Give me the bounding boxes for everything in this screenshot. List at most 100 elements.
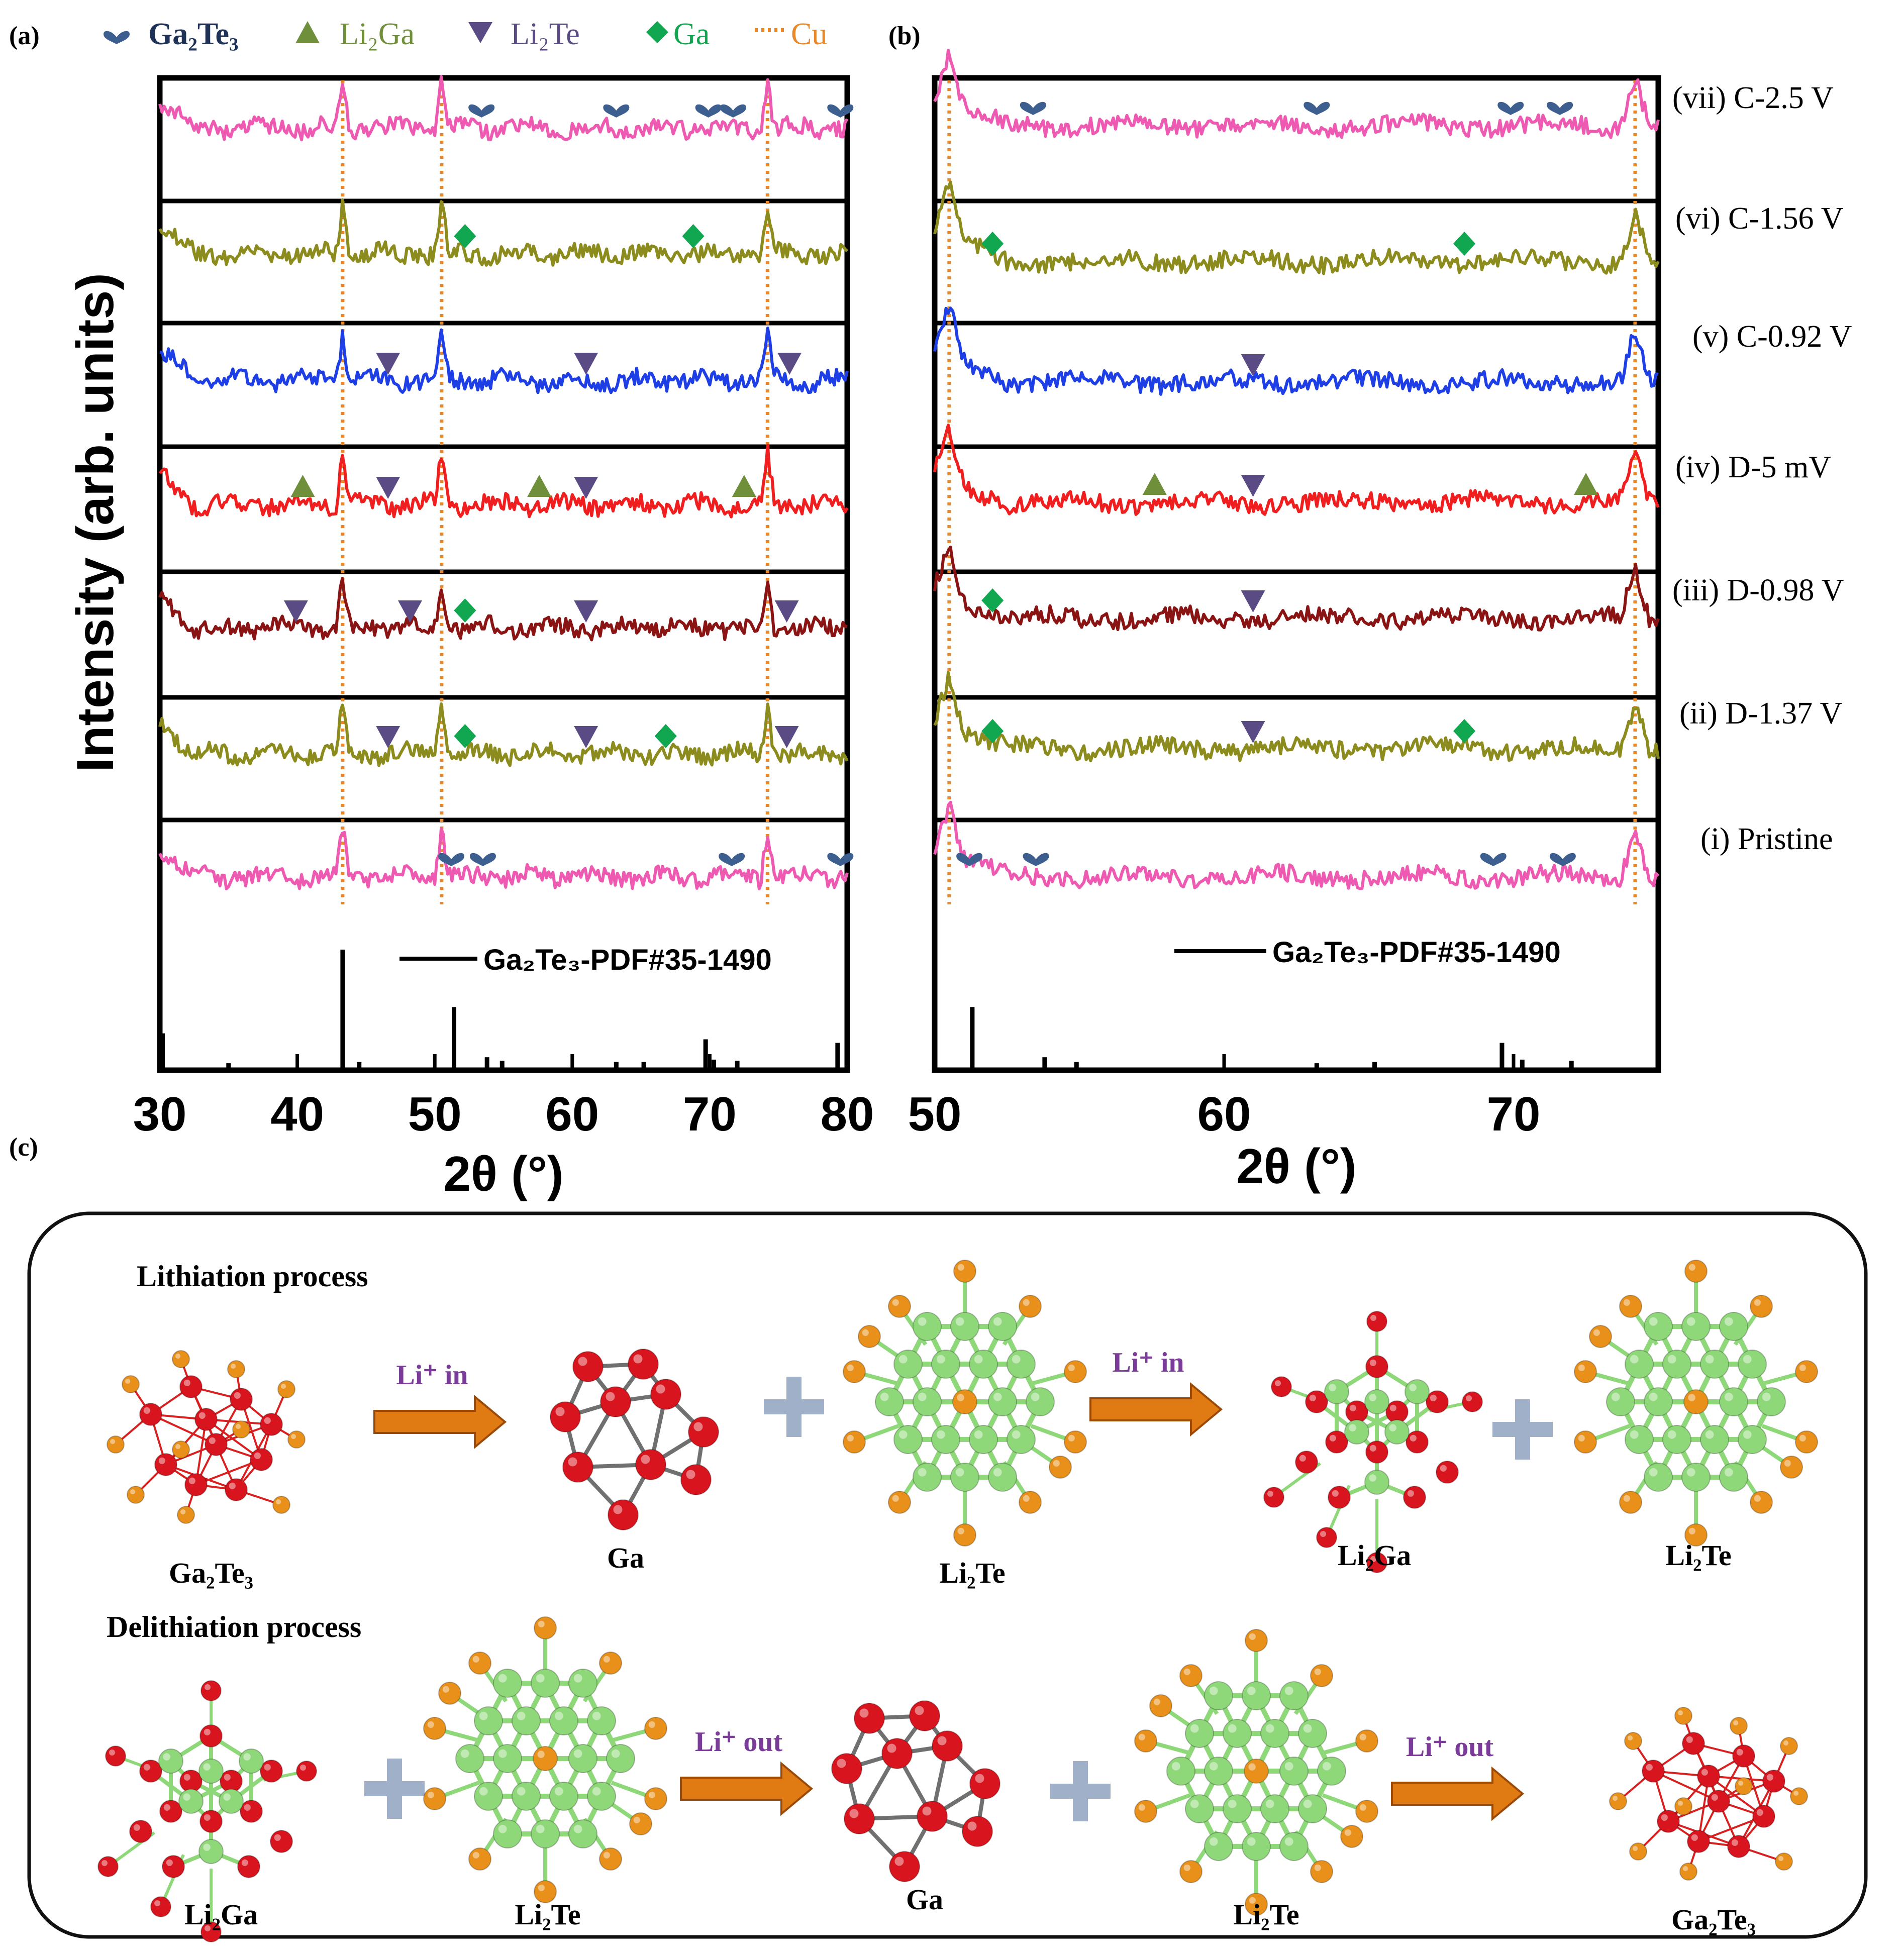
atom: [1185, 1794, 1214, 1823]
atom: [1365, 1355, 1388, 1378]
atom: [893, 1350, 923, 1379]
atom: [568, 1744, 597, 1773]
atom-highlight: [975, 1774, 984, 1783]
atom: [455, 1744, 484, 1773]
structure-label: Li₂Ga: [1338, 1539, 1411, 1572]
atom-highlight: [1138, 1733, 1145, 1740]
atom: [599, 1652, 622, 1675]
atom: [932, 1730, 963, 1762]
plus-bar: [387, 1759, 402, 1819]
atom-highlight: [1686, 1468, 1695, 1477]
atom: [277, 1380, 295, 1398]
x-tick-label: 70: [683, 1087, 737, 1141]
atom-highlight: [1756, 1809, 1763, 1816]
atom: [1644, 1463, 1673, 1492]
atom: [1462, 1391, 1483, 1412]
phase-marker-heart: [1023, 853, 1049, 866]
atom-highlight: [158, 1457, 165, 1464]
atom-highlight: [175, 1353, 181, 1359]
series-line: [933, 306, 1659, 396]
atom: [1204, 1681, 1233, 1710]
atom: [635, 1449, 666, 1480]
atom-highlight: [1409, 1384, 1417, 1391]
atom: [1310, 1860, 1333, 1883]
atom: [1674, 1707, 1692, 1725]
phase-marker-triangle-down: [376, 477, 400, 499]
atom-highlight: [592, 1711, 601, 1720]
phase-marker-diamond: [454, 724, 476, 748]
atom: [1662, 1425, 1691, 1454]
atom-highlight: [537, 1751, 545, 1758]
atom: [953, 1523, 976, 1547]
x-tick-label: 50: [908, 1087, 962, 1141]
phase-marker-diamond: [1453, 719, 1476, 743]
atom: [858, 1325, 881, 1348]
phase-marker-heart: [1020, 101, 1046, 115]
arrow-label: Li⁺ in: [396, 1360, 468, 1391]
atom: [1355, 1800, 1378, 1823]
atom: [1204, 1757, 1233, 1786]
phase-marker-diamond: [654, 724, 677, 748]
atom: [1700, 1350, 1729, 1379]
atom: [1260, 1794, 1289, 1823]
series-labels: (vii) C-2.5 V (vi) C-1.56 V (v) C-0.92 V…: [1672, 81, 1852, 856]
atom-highlight: [1623, 1495, 1630, 1502]
atom: [644, 1717, 667, 1740]
atom-highlight: [1649, 1392, 1658, 1401]
phase-marker-heart: [468, 104, 495, 118]
atom-highlight: [175, 1444, 181, 1450]
atom: [889, 1851, 920, 1882]
atom: [296, 1761, 317, 1782]
phase-marker-heart: [1480, 853, 1507, 866]
atom-highlight: [1701, 1769, 1708, 1776]
atom: [158, 1748, 183, 1774]
series-line: [158, 198, 849, 267]
atom: [843, 1360, 866, 1383]
atom-highlight: [230, 1363, 236, 1369]
atom: [227, 1360, 245, 1378]
atom: [549, 1782, 578, 1811]
atom-highlight: [1632, 1845, 1638, 1851]
li2te-structure: [1574, 1260, 1818, 1547]
atom-highlight: [648, 1791, 655, 1798]
series-line: [933, 671, 1660, 763]
atom: [230, 1388, 253, 1411]
atom-highlight: [1190, 1724, 1199, 1733]
atom-highlight: [1731, 1839, 1738, 1846]
series-line: [158, 444, 849, 519]
atom: [493, 1819, 522, 1848]
structure-label: Ga: [906, 1883, 943, 1916]
phase-marker-diamond: [981, 719, 1004, 743]
atom: [843, 1430, 866, 1454]
legend: Ga₂Te₃ Li₂Ga Li₂Te Ga Cu: [104, 17, 827, 51]
atom: [1436, 1461, 1459, 1484]
atom-highlight: [125, 1378, 131, 1384]
atom-highlight: [290, 1433, 296, 1439]
phase-marker-triangle-down: [1241, 354, 1265, 376]
atom: [962, 1816, 993, 1847]
atom-highlight: [922, 1806, 932, 1816]
atom-highlight: [1623, 1299, 1630, 1306]
atom: [629, 1812, 652, 1835]
phase-marker-triangle-down: [574, 477, 598, 499]
atom: [1684, 1523, 1708, 1547]
atom-highlight: [472, 1656, 479, 1663]
x-tick-label: 80: [821, 1087, 874, 1141]
atom: [1204, 1832, 1233, 1861]
atom-highlight: [1677, 1710, 1683, 1716]
atom: [1185, 1719, 1214, 1748]
atom-highlight: [859, 1708, 869, 1718]
atom: [1355, 1729, 1378, 1753]
atom: [474, 1706, 503, 1735]
arrow-icon: [373, 1394, 507, 1450]
atom: [1681, 1463, 1711, 1492]
ga-structure: [831, 1700, 1000, 1882]
atom: [1657, 1810, 1680, 1833]
series-line: [158, 702, 849, 767]
atom: [1310, 1664, 1333, 1687]
atom: [260, 1413, 283, 1436]
bond: [1698, 1815, 1764, 1842]
atom-highlight: [254, 1452, 261, 1459]
atom: [1179, 1860, 1202, 1883]
